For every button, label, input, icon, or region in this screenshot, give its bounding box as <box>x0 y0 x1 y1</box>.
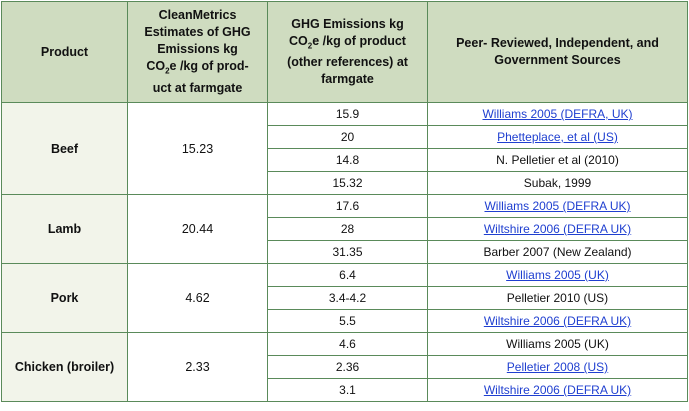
source-link[interactable]: Wiltshire 2006 (DEFRA UK) <box>483 222 632 236</box>
reference-value: 17.6 <box>267 194 428 218</box>
source-text: Subak, 1999 <box>523 176 592 190</box>
source-link[interactable]: Williams 2005 (DEFRA UK) <box>484 199 631 213</box>
source-text: Barber 2007 (New Zealand) <box>483 245 632 259</box>
header-clean-line: Estimates of GHG <box>144 25 251 40</box>
header-clean-line: e /kg of prod- <box>169 59 249 74</box>
source-text: Pelletier 2010 (US) <box>506 291 609 305</box>
source-text: N. Pelletier et al (2010) <box>496 153 619 167</box>
header-clean-line: uct at farmgate <box>152 80 243 95</box>
reference-value: 28 <box>267 217 428 241</box>
table-row: 31.35 Barber 2007 (New Zealand) <box>2 240 688 264</box>
table-row: 3.4-4.2 Pelletier 2010 (US) <box>2 286 688 310</box>
source-link[interactable]: Wiltshire 2006 (DEFRA UK) <box>483 314 632 328</box>
source-cell: Williams 2005 (UK) <box>427 263 688 287</box>
source-link[interactable]: Phetteplace, et al (US) <box>497 130 618 144</box>
reference-value: 20 <box>267 125 428 149</box>
header-ghg-other: GHG Emissions kg CO2e /kg of product (ot… <box>267 1 428 103</box>
product-cell: Beef <box>1 102 128 195</box>
source-cell: Pelletier 2010 (US) <box>427 286 688 310</box>
estimate-cell: 2.33 <box>127 332 268 402</box>
table-row: 15.32 Subak, 1999 <box>2 171 688 195</box>
estimate-cell: 20.44 <box>127 194 268 264</box>
header-clean-line: Emissions kg <box>157 42 238 57</box>
reference-value: 15.32 <box>267 171 428 195</box>
product-cell: Lamb <box>1 194 128 264</box>
source-link[interactable]: Wiltshire 2006 (DEFRA UK) <box>483 383 632 397</box>
reference-value: 15.9 <box>267 102 428 126</box>
estimate-cell: 15.23 <box>127 102 268 195</box>
source-link[interactable]: Pelletier 2008 (US) <box>506 360 609 374</box>
source-text: Williams 2005 (UK) <box>506 337 609 351</box>
reference-value: 4.6 <box>267 332 428 356</box>
table-row: Chicken (broiler) 2.33 4.6 Williams 2005… <box>1 332 688 402</box>
source-cell: Subak, 1999 <box>427 171 688 195</box>
table-row: 28 Wiltshire 2006 (DEFRA UK) <box>2 217 688 241</box>
header-ghg-line: e /kg of product <box>312 33 406 48</box>
header-ghg-line: CO <box>289 33 308 48</box>
header-ghg-subscript: 2 <box>307 41 313 51</box>
header-row: Product CleanMetrics Estimates of GHG Em… <box>1 1 688 103</box>
source-cell: Williams 2005 (DEFRA UK) <box>427 194 688 218</box>
header-clean-line: CleanMetrics <box>158 8 237 23</box>
source-cell: Barber 2007 (New Zealand) <box>427 240 688 264</box>
table-row: 2.36 Pelletier 2008 (US) <box>2 355 688 379</box>
header-clean-line: CO <box>146 59 166 74</box>
source-cell: Williams 2005 (DEFRA, UK) <box>427 102 688 126</box>
reference-value: 3.1 <box>267 378 428 402</box>
table-row: 3.1 Wiltshire 2006 (DEFRA UK) <box>2 378 688 402</box>
reference-value: 5.5 <box>267 309 428 333</box>
header-ghg-line: GHG Emissions kg <box>291 16 404 31</box>
source-cell: Phetteplace, et al (US) <box>427 125 688 149</box>
header-clean-subscript: 2 <box>165 66 170 76</box>
header-product: Product <box>1 1 128 103</box>
source-cell: Williams 2005 (UK) <box>427 332 688 356</box>
reference-value: 6.4 <box>267 263 428 287</box>
header-cleanmetrics: CleanMetrics Estimates of GHG Emissions … <box>127 1 268 103</box>
product-cell: Chicken (broiler) <box>1 332 128 402</box>
reference-value: 3.4-4.2 <box>267 286 428 310</box>
source-cell: Wiltshire 2006 (DEFRA UK) <box>427 309 688 333</box>
reference-value: 2.36 <box>267 355 428 379</box>
table-row: Lamb 20.44 17.6 Williams 2005 (DEFRA UK) <box>1 194 688 264</box>
source-link[interactable]: Williams 2005 (UK) <box>506 268 609 282</box>
table-row: 20 Phetteplace, et al (US) <box>2 125 688 149</box>
reference-value: 14.8 <box>267 148 428 172</box>
header-product-label: Product <box>40 44 89 59</box>
source-cell: Pelletier 2008 (US) <box>427 355 688 379</box>
estimate-cell: 4.62 <box>127 263 268 333</box>
reference-value: 31.35 <box>267 240 428 264</box>
emissions-table: Product CleanMetrics Estimates of GHG Em… <box>1 1 688 402</box>
table-row: Pork 4.62 6.4 Williams 2005 (UK) <box>1 263 688 333</box>
table-body: Beef 15.23 15.9 Williams 2005 (DEFRA, UK… <box>1 102 688 402</box>
source-link[interactable]: Williams 2005 (DEFRA, UK) <box>482 107 633 121</box>
header-ghg-line: farmgate <box>321 72 374 87</box>
product-cell: Pork <box>1 263 128 333</box>
header-peer-sources: Peer- Reviewed, Independent, and Governm… <box>427 1 688 103</box>
table-row: Beef 15.23 15.9 Williams 2005 (DEFRA, UK… <box>1 102 688 195</box>
table-row: 5.5 Wiltshire 2006 (DEFRA UK) <box>2 309 688 333</box>
source-cell: N. Pelletier et al (2010) <box>427 148 688 172</box>
header-ghg-line: (other references) at <box>287 55 408 70</box>
source-cell: Wiltshire 2006 (DEFRA UK) <box>427 217 688 241</box>
header-peer-line: Peer- Reviewed, Independent, and <box>456 36 659 50</box>
header-peer-line: Government Sources <box>494 53 621 67</box>
source-cell: Wiltshire 2006 (DEFRA UK) <box>427 378 688 402</box>
